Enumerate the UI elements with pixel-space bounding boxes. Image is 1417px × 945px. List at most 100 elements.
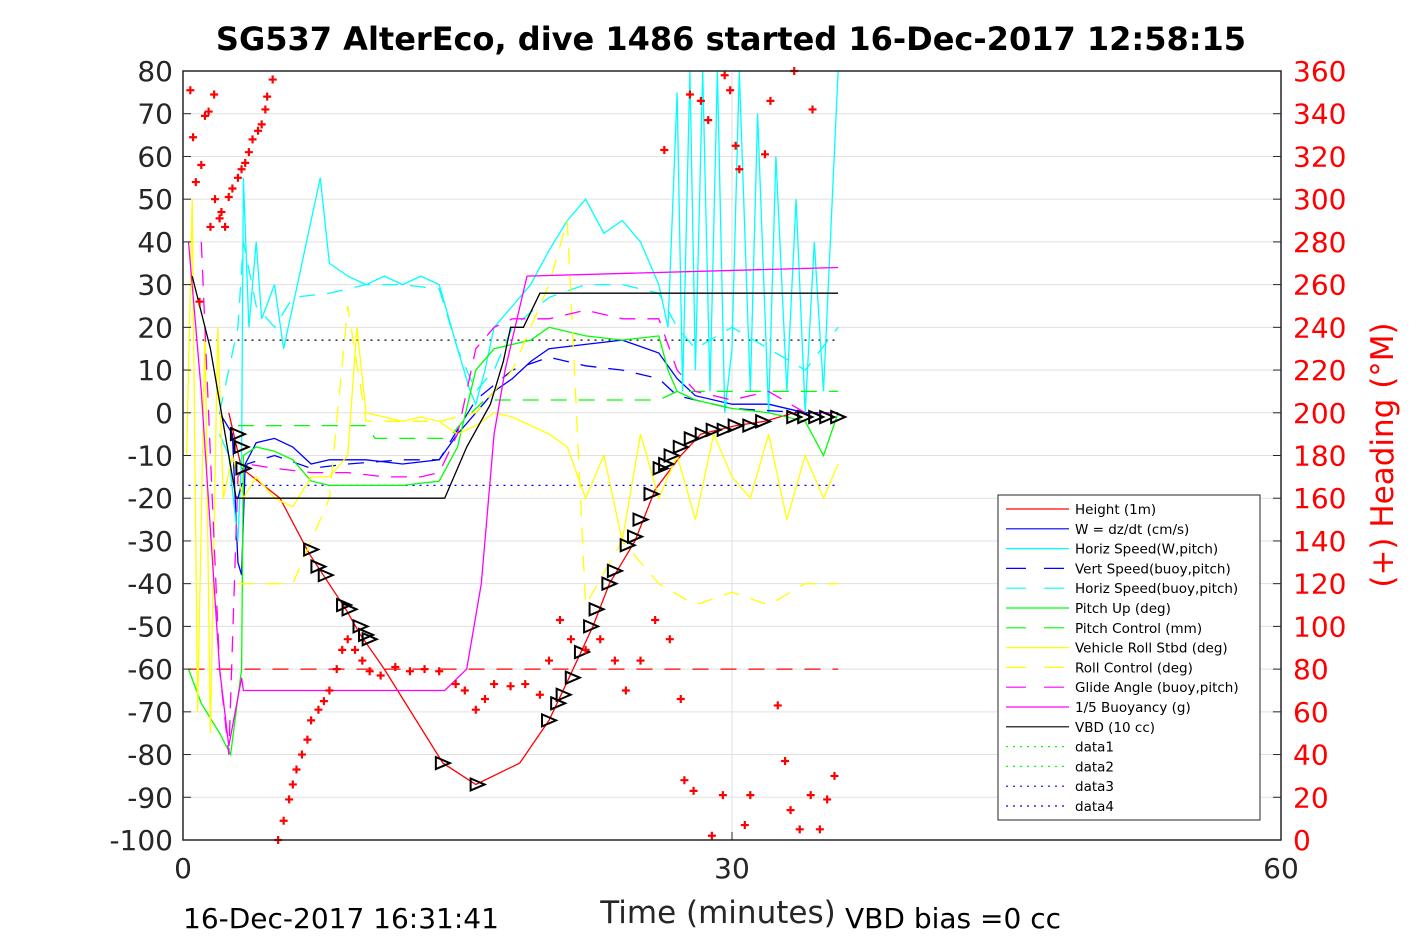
legend-label: data4 — [1075, 799, 1114, 815]
height-marker — [672, 439, 691, 455]
y-tick-label: 30 — [137, 269, 173, 302]
height-marker — [317, 567, 336, 583]
y-right-tick-label: 260 — [1293, 269, 1346, 302]
chart-title: SG537 AlterEco, dive 1486 started 16-Dec… — [216, 20, 1246, 58]
right-axis-label: (+) Heading (°M) — [1365, 322, 1401, 587]
y-right-tick-label: 20 — [1293, 781, 1329, 814]
heading-point — [215, 214, 224, 223]
heading-point — [376, 671, 385, 680]
y-right-tick-label: 40 — [1293, 739, 1329, 772]
series-line-horiz-speed-buoy-pitch — [218, 241, 839, 413]
height-marker — [229, 426, 248, 442]
heading-point — [237, 165, 246, 174]
x-tick-label: 60 — [1263, 852, 1299, 885]
legend-label: data3 — [1075, 779, 1114, 795]
heading-point — [786, 806, 795, 815]
height-marker — [683, 430, 702, 446]
heading-point — [795, 825, 804, 834]
height-marker — [808, 409, 826, 425]
series-line-pitch-up-deg — [187, 326, 839, 757]
series-line-vbd-10-cc — [191, 275, 839, 499]
heading-point — [815, 825, 824, 834]
heading-point — [189, 133, 198, 142]
y-tick-label: 80 — [137, 55, 173, 88]
height-marker — [797, 409, 815, 425]
series-line-1-5-buoyancy-g — [187, 241, 839, 747]
heading-point — [735, 165, 744, 174]
y-right-tick-label: 120 — [1293, 568, 1346, 601]
heading-point — [704, 116, 713, 125]
heading-point — [224, 193, 233, 202]
y-tick-label: 70 — [137, 98, 173, 131]
heading-point — [303, 735, 312, 744]
legend-label: VBD (10 cc) — [1075, 720, 1155, 736]
heading-point — [221, 222, 230, 231]
height-marker — [361, 631, 380, 647]
y-tick-label: 60 — [137, 140, 173, 173]
heading-point — [420, 665, 429, 674]
height-marker — [541, 712, 559, 728]
y-tick-label: -90 — [127, 781, 173, 814]
series-line-roll-control-deg — [237, 220, 839, 608]
height-marker — [652, 460, 671, 476]
y-right-tick-label: 80 — [1293, 653, 1329, 686]
height-marker — [564, 670, 583, 686]
x-tick-label: 30 — [714, 852, 750, 885]
y-tick-label: 40 — [137, 226, 173, 259]
y-right-tick-label: 0 — [1293, 824, 1311, 857]
height-marker — [632, 512, 651, 528]
heading-point — [268, 75, 277, 84]
y-right-tick-label: 280 — [1293, 226, 1346, 259]
heading-point — [257, 120, 266, 129]
heading-point — [506, 682, 515, 691]
heading-point — [460, 686, 469, 695]
height-marker — [716, 422, 735, 438]
heading-point — [211, 195, 220, 204]
heading-point — [228, 184, 237, 193]
height-marker — [755, 413, 773, 429]
height-marker — [233, 439, 252, 455]
heading-point — [195, 297, 204, 306]
heading-point — [314, 705, 323, 714]
heading-point — [720, 71, 729, 80]
footer-timestamp: 16-Dec-2017 16:31:41 — [183, 902, 499, 935]
y-right-tick-label: 180 — [1293, 440, 1346, 473]
heading-point — [254, 126, 263, 135]
heading-point — [471, 705, 480, 714]
heading-point — [248, 135, 257, 144]
heading-point — [746, 791, 755, 800]
heading-point — [680, 776, 689, 785]
height-marker — [341, 601, 360, 617]
height-marker — [742, 418, 760, 434]
height-marker — [601, 576, 619, 592]
y-tick-label: -70 — [127, 696, 173, 729]
heading-point — [566, 635, 575, 644]
height-marker — [588, 601, 607, 617]
series-line-glide-angle-buoy-pitch — [200, 241, 839, 755]
legend-label: Vert Speed(buoy,pitch) — [1075, 561, 1231, 577]
y-right-tick-label: 60 — [1293, 696, 1329, 729]
heading-point — [241, 158, 250, 167]
heading-point — [689, 786, 698, 795]
heading-point — [435, 667, 444, 676]
series-line-vehicle-roll-stbd-deg — [186, 199, 839, 734]
legend-label: W = dz/dt (cm/s) — [1075, 522, 1189, 538]
heading-point — [191, 178, 200, 187]
heading-point — [233, 173, 242, 182]
heading-point — [718, 791, 727, 800]
legend-label: Height (1m) — [1075, 502, 1156, 518]
heading-point — [351, 645, 360, 654]
heading-point — [610, 656, 619, 665]
heading-point — [365, 667, 374, 676]
y-tick-label: 10 — [137, 354, 173, 387]
y-right-tick-label: 220 — [1293, 354, 1346, 387]
heading-point — [319, 697, 328, 706]
y-tick-label: -60 — [127, 653, 173, 686]
legend-label: data2 — [1075, 759, 1114, 775]
y-right-tick-label: 160 — [1293, 482, 1346, 515]
heading-point — [325, 686, 334, 695]
heading-point — [285, 795, 294, 804]
height-marker — [705, 422, 724, 438]
heading-point — [521, 680, 530, 689]
heading-point — [651, 615, 660, 624]
